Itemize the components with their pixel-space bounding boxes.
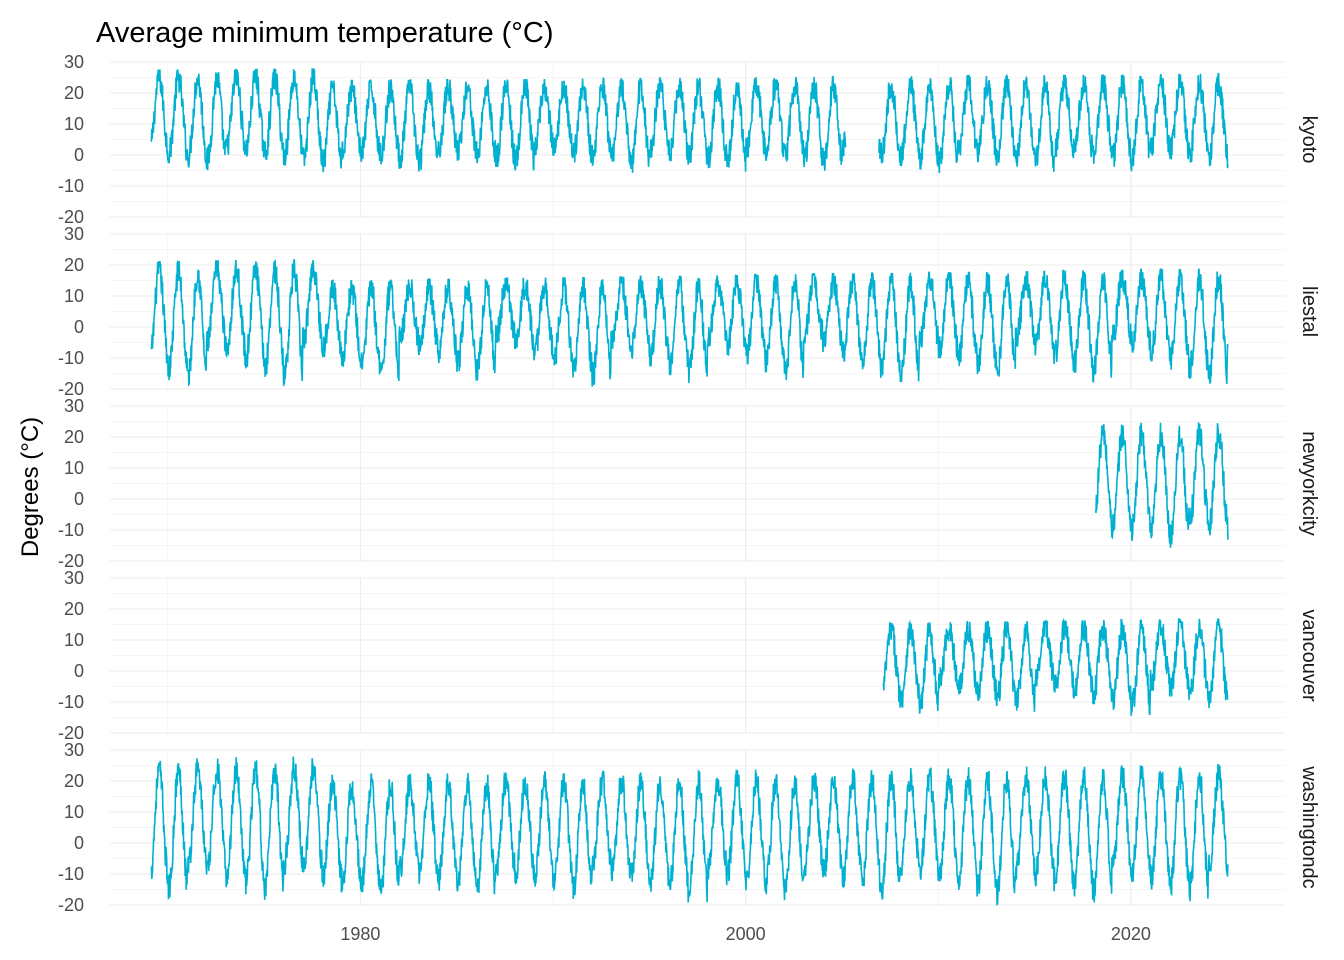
- x-tick-label: 2020: [1111, 924, 1151, 944]
- facet-strip-label: liestal: [1298, 286, 1320, 337]
- facet-panel-kyoto: -20 -10 0 10 20 30 kyoto: [58, 52, 1320, 227]
- y-tick-label: 30: [64, 52, 84, 72]
- y-tick-label: 0: [74, 145, 84, 165]
- x-tick-label: 1980: [340, 924, 380, 944]
- series-line-liestal: [150, 258, 1229, 387]
- x-tick-label: 2000: [726, 924, 766, 944]
- y-tick-label: -10: [58, 864, 84, 884]
- y-tick-label: 0: [74, 489, 84, 509]
- y-tick-label: 10: [64, 286, 84, 306]
- y-tick-label: -20: [58, 895, 84, 915]
- y-tick-label: -20: [58, 551, 84, 571]
- y-tick-label: 0: [74, 833, 84, 853]
- y-tick-label: -10: [58, 692, 84, 712]
- facet-strip-label: kyoto: [1298, 116, 1320, 164]
- y-tick-label: 20: [64, 255, 84, 275]
- series-line-newyorkcity: [1094, 422, 1229, 548]
- y-tick-label: 20: [64, 771, 84, 791]
- y-tick-label: -10: [58, 176, 84, 196]
- y-tick-label: -20: [58, 207, 84, 227]
- chart-title: Average minimum temperature (°C): [96, 17, 554, 49]
- y-tick-label: 10: [64, 458, 84, 478]
- facet-panel-washingtondc: -20 -10 0 10 20 30 washingtondc: [58, 740, 1320, 915]
- facet-panels: -20-100102030kyoto-20-100102030liestal-2…: [58, 52, 1320, 915]
- y-tick-label: -20: [58, 723, 84, 743]
- facet-strip-label: newyorkcity: [1298, 431, 1320, 535]
- facet-panel-liestal: -20 -10 0 10 20 30 liestal: [58, 224, 1320, 399]
- y-tick-label: -10: [58, 520, 84, 540]
- y-tick-label: 20: [64, 599, 84, 619]
- y-tick-label: 10: [64, 630, 84, 650]
- series-line-vancouver: [882, 617, 1229, 716]
- y-tick-label: 30: [64, 224, 84, 244]
- y-tick-label: 10: [64, 114, 84, 134]
- y-tick-label: -10: [58, 348, 84, 368]
- y-tick-label: 20: [64, 83, 84, 103]
- y-tick-label: 0: [74, 317, 84, 337]
- facet-strip-label: vancouver: [1298, 609, 1320, 702]
- y-tick-label: 30: [64, 740, 84, 760]
- y-tick-label: -20: [58, 379, 84, 399]
- series-line-kyoto: [150, 68, 1229, 174]
- series-line-washingtondc: [150, 756, 1229, 906]
- y-tick-label: 20: [64, 427, 84, 447]
- facet-panel-newyorkcity: -20 -10 0 10 20 30 newyorkcity: [58, 396, 1320, 571]
- facet-strip-label: washingtondc: [1298, 765, 1320, 888]
- y-tick-label: 0: [74, 661, 84, 681]
- y-axis-label: Degrees (°C): [17, 417, 44, 557]
- facet-panel-vancouver: -20 -10 0 10 20 30 vancouver: [58, 568, 1320, 743]
- y-tick-label: 30: [64, 568, 84, 588]
- y-tick-label: 30: [64, 396, 84, 416]
- y-tick-label: 10: [64, 802, 84, 822]
- x-axis-ticks: 1980 2000 2020: [340, 924, 1151, 944]
